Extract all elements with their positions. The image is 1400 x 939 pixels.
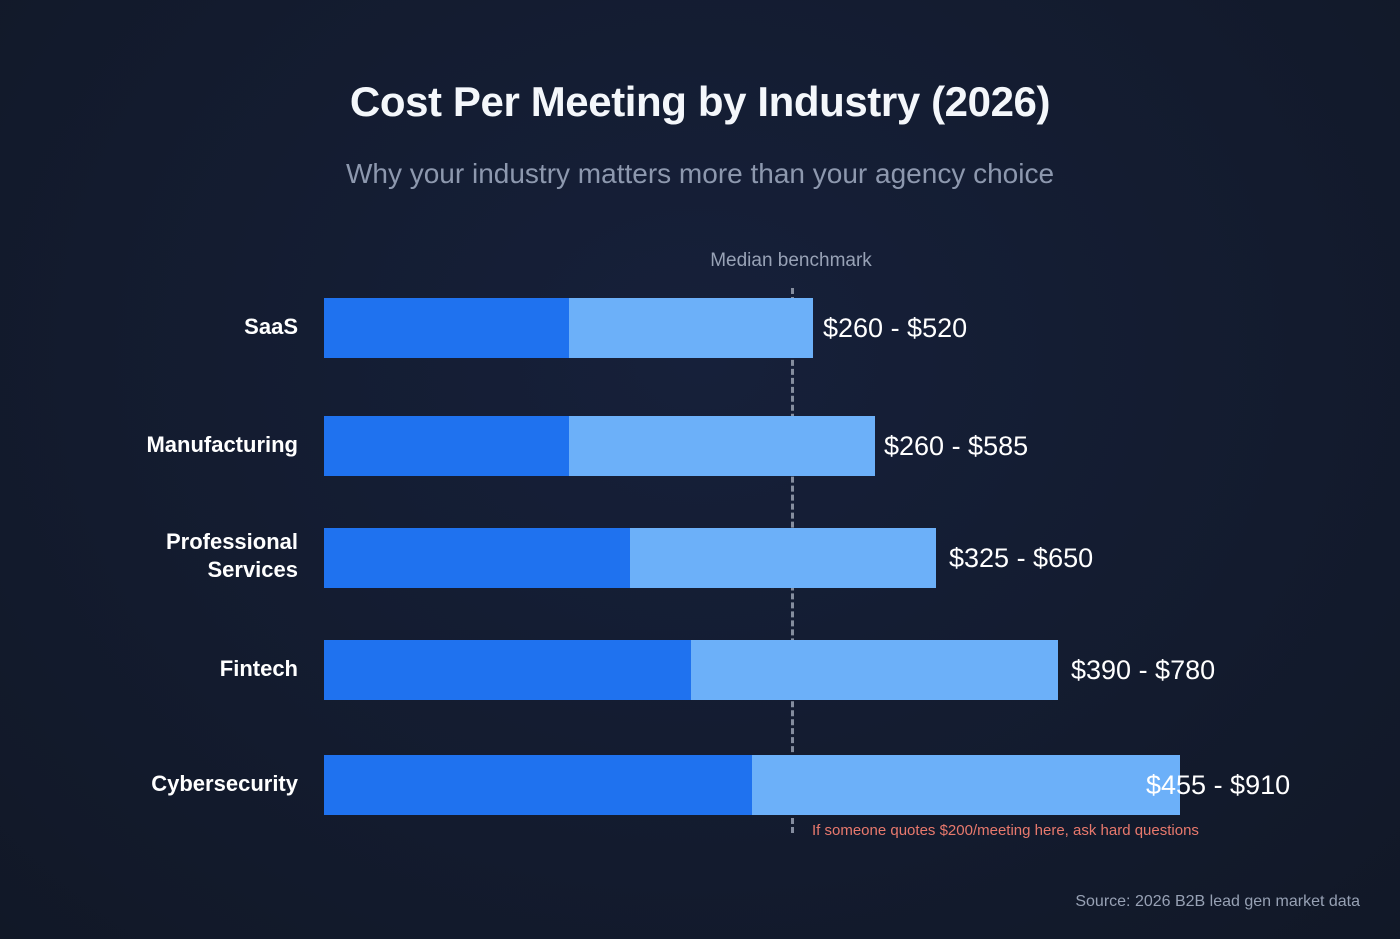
bar-segment-low (324, 528, 630, 588)
category-label-line2: Services (207, 557, 298, 582)
category-label: Professional Services (0, 528, 298, 584)
bar-segment-low (324, 298, 569, 358)
bar-segment-high (752, 755, 1180, 815)
category-label-line1: Fintech (219, 656, 298, 681)
bar[interactable] (324, 298, 813, 358)
chart-title: Cost Per Meeting by Industry (2026) (349, 78, 1051, 125)
bar[interactable] (324, 640, 1058, 700)
warning-annotation: If someone quotes $200/meeting here, ask… (812, 822, 1199, 839)
bar[interactable] (324, 528, 936, 588)
category-label-line1: Professional (165, 529, 298, 554)
bar-segment-low (324, 755, 752, 815)
category-label-line1: SaaS (244, 314, 298, 339)
bar-value-label: $390 - $780 (1071, 655, 1216, 685)
chart-subtitle: Why your industry matters more than your… (345, 158, 1055, 189)
bar-value-label: $260 - $520 (823, 313, 968, 343)
bar-value-label: $260 - $585 (884, 431, 1029, 461)
bar-segment-low (324, 640, 691, 700)
bar-segment-low (324, 416, 569, 476)
bar-segment-high (691, 640, 1058, 700)
bar-value-label: $325 - $650 (949, 543, 1094, 573)
source-note: Source: 2026 B2B lead gen market data (1075, 893, 1360, 910)
bar[interactable] (324, 755, 1180, 815)
median-benchmark-label: Median benchmark (710, 250, 872, 271)
bar-value-label: $455 - $910 (1146, 770, 1291, 800)
bar-segment-high (630, 528, 936, 588)
category-label: Cybersecurity (0, 770, 298, 798)
category-label-line1: Cybersecurity (151, 771, 298, 796)
bar-segment-high (569, 416, 875, 476)
category-label: Fintech (0, 655, 298, 683)
category-label: Manufacturing (0, 431, 298, 459)
bar-segment-high (569, 298, 813, 358)
bar[interactable] (324, 416, 875, 476)
category-label: SaaS (0, 313, 298, 341)
category-label-line1: Manufacturing (146, 432, 298, 457)
